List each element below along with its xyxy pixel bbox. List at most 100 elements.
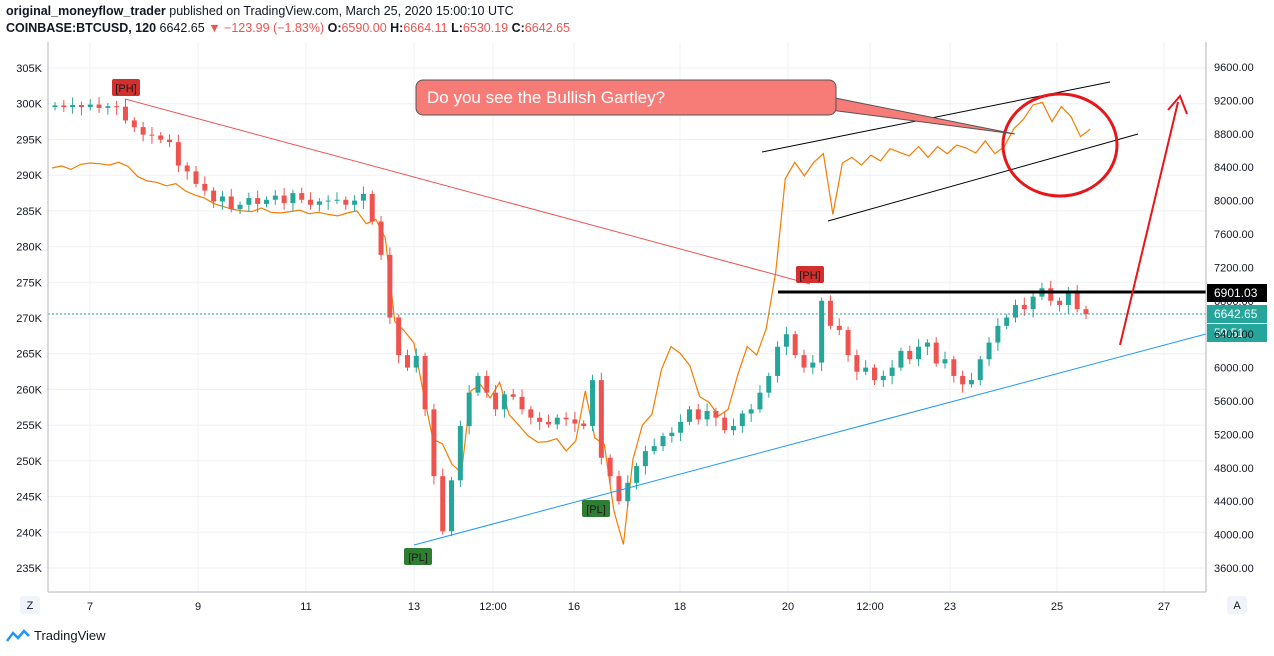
candle-body [52, 105, 58, 108]
candle-body [290, 193, 296, 204]
candle-body [819, 300, 825, 363]
callout-box [415, 79, 837, 116]
left-tick-label: 295K [16, 134, 42, 146]
candle-body [924, 342, 930, 347]
candle-body [360, 193, 366, 201]
candle-body [87, 104, 93, 108]
candle-body [616, 476, 622, 502]
candle-body [281, 195, 287, 204]
author-name[interactable]: original_moneyflow_trader [6, 4, 166, 18]
gartley-callout: Do you see the Bullish Gartley? [415, 79, 1016, 135]
right-tick-label: 8000.00 [1214, 196, 1254, 208]
left-tick-label: 275K [16, 277, 42, 289]
open-value: 6590.00 [341, 21, 387, 35]
a-button[interactable]: A [1227, 596, 1247, 614]
left-tick-label: 280K [16, 242, 42, 254]
pivot-label-box [112, 79, 140, 96]
candle-body [916, 346, 922, 360]
left-tick-label: 285K [16, 206, 42, 218]
tradingview-logo-icon [6, 628, 30, 642]
candle-body [466, 392, 472, 427]
pivot-label-text: [PL] [408, 552, 428, 564]
candle-body [422, 355, 428, 410]
x-tick-label: 23 [944, 601, 956, 613]
price-label-text: 6642.65 [1214, 307, 1258, 321]
candle-body [308, 199, 314, 205]
price-label-box [1207, 324, 1267, 342]
low-label: L: [451, 21, 463, 35]
candle-body [158, 135, 164, 140]
publish-info: published on TradingView.com, March 25, … [169, 4, 514, 18]
candle-body [554, 417, 560, 425]
candle-body [598, 380, 604, 458]
candle-body [960, 375, 966, 385]
candle-body [642, 451, 648, 467]
candle-body [343, 199, 349, 205]
candle-body [167, 139, 173, 143]
candle-body [493, 392, 499, 410]
x-tick-label: 20 [782, 601, 794, 613]
candle-body [792, 334, 798, 356]
candle-body [686, 409, 692, 422]
x-tick-label: 16 [568, 601, 580, 613]
left-tick-label: 305K [16, 63, 42, 75]
candle-body [1083, 309, 1089, 315]
candle-body [193, 171, 199, 184]
z-button[interactable]: Z [20, 596, 40, 614]
candle-body [352, 200, 358, 205]
candle-body [475, 375, 481, 393]
candle-body [739, 413, 745, 427]
price-label-text: 6901.03 [1214, 286, 1258, 300]
x-tick-label: 18 [674, 601, 686, 613]
candle-body [590, 380, 596, 427]
gartley-circle [1001, 92, 1119, 198]
candle-body [731, 426, 737, 431]
right-tick-label: 6400.00 [1214, 329, 1254, 341]
candle-body [114, 106, 120, 108]
left-tick-label: 300K [16, 99, 42, 111]
candle-body [316, 201, 322, 205]
candle-body [660, 436, 666, 447]
candle-body [872, 367, 878, 381]
candle-body [951, 359, 957, 376]
candle-body [607, 457, 613, 477]
candle-body [61, 105, 67, 108]
brand-logo[interactable]: TradingView [6, 628, 106, 643]
right-tick-label: 4400.00 [1214, 496, 1254, 508]
price-label-box [1207, 284, 1267, 302]
candle-body [572, 419, 578, 424]
candle-body [775, 346, 781, 376]
candle-body [722, 417, 728, 431]
price-label-text: 59:51 [1214, 326, 1244, 340]
candle-body [836, 325, 842, 331]
candle-body [457, 426, 463, 481]
candle-body [986, 342, 992, 360]
pivot-label-text: [PL] [586, 504, 606, 516]
candle-body [211, 190, 217, 202]
last-price: 6642.65 [159, 21, 205, 35]
candle-body [713, 411, 719, 418]
annotation-labels: [PH] [PH] [PL] [PL] 6901.03 6642.65 59:51 [112, 79, 1267, 565]
candle-body [202, 183, 208, 191]
grid [48, 42, 1206, 592]
pivot-label-text: [PH] [115, 83, 136, 95]
candle-body [757, 392, 763, 410]
candle-body [898, 350, 904, 368]
candle-body [1065, 292, 1071, 305]
candle-body [131, 120, 137, 128]
candle-body [625, 482, 631, 502]
candle-body [801, 355, 807, 368]
candle-body [537, 417, 543, 422]
right-tick-label: 6800.00 [1214, 296, 1254, 308]
left-tick-label: 270K [16, 313, 42, 325]
candles [52, 97, 1089, 537]
candle-body [519, 396, 525, 410]
candle-body [669, 432, 675, 437]
candle-body [413, 355, 419, 368]
close-value: 6642.65 [524, 21, 570, 35]
candle-body [70, 104, 76, 108]
candle-body [880, 375, 886, 381]
candle-body [96, 104, 102, 108]
candle-body [272, 195, 278, 200]
